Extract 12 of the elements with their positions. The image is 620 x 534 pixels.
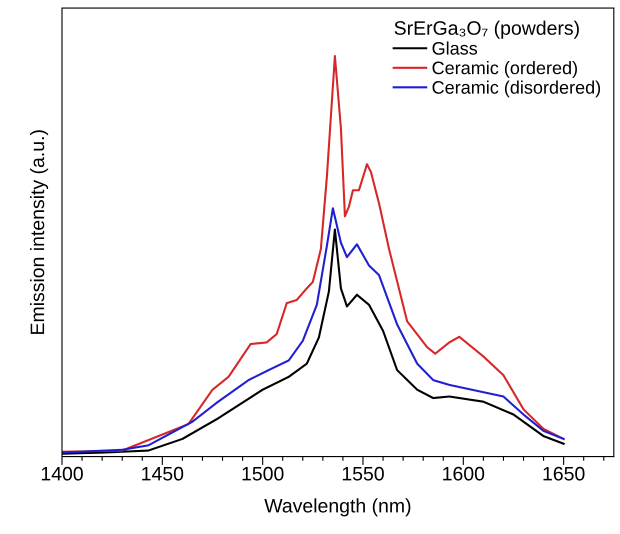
x-axis-title: Wavelength (nm) [264,498,410,516]
x-tick-label: 1450 [142,466,184,481]
legend-label: Ceramic (disordered) [432,80,600,98]
legend-title: SrErGa₃O₇ (powders) [394,20,579,39]
x-tick-label: 1550 [342,466,384,481]
x-tick-label: 1650 [543,466,585,481]
x-tick-label: 1400 [42,466,83,481]
x-tick-label: 1500 [242,466,284,481]
legend-label: Ceramic (ordered) [432,61,577,78]
legend-label: Glass [432,41,478,55]
y-axis-title: Emission intensity (a.u.) [30,130,48,334]
x-tick-label: 1600 [443,466,484,481]
